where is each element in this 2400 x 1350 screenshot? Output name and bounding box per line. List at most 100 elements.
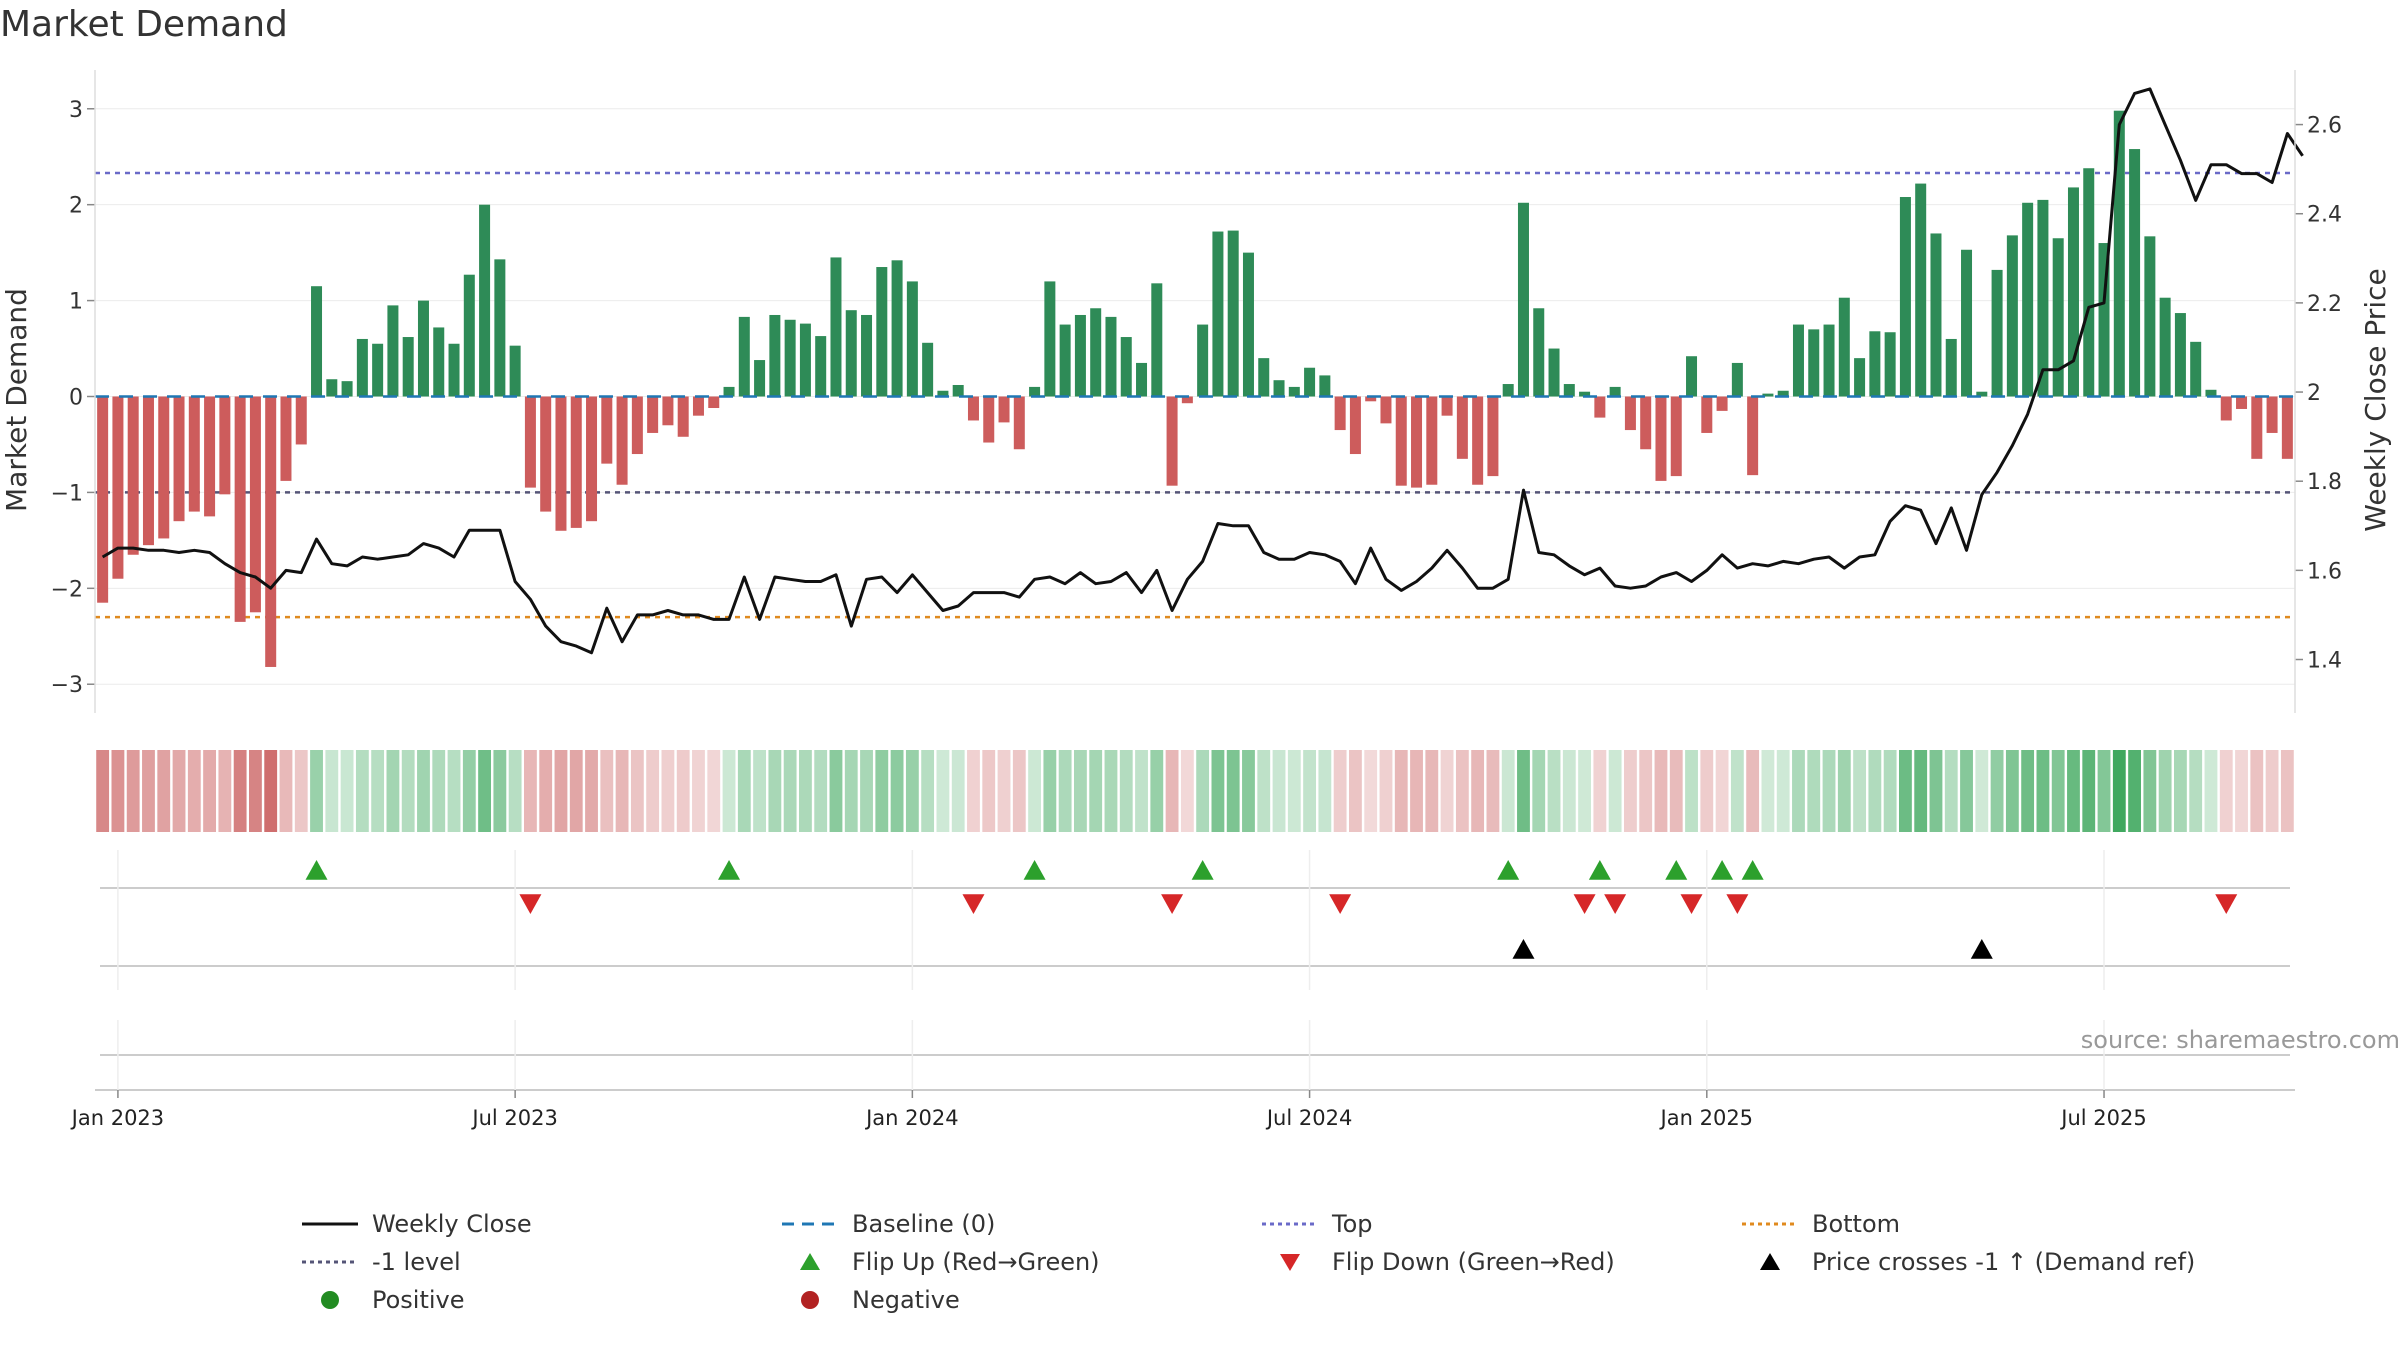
demand-bar xyxy=(1181,396,1193,404)
demand-bar xyxy=(280,396,292,481)
legend-label: Baseline (0) xyxy=(852,1210,996,1238)
heat-cell xyxy=(783,750,797,832)
demand-bar xyxy=(326,379,338,397)
heat-cell xyxy=(371,750,385,832)
heat-cell xyxy=(1165,750,1179,832)
heat-cell xyxy=(1776,750,1790,832)
heat-cell xyxy=(1685,750,1698,832)
heat-cell xyxy=(1410,750,1423,832)
heat-cell xyxy=(814,750,828,832)
legend-symbol xyxy=(1260,1250,1320,1274)
demand-bar xyxy=(1899,197,1911,397)
heat-cell xyxy=(508,750,522,832)
heat-cell xyxy=(1730,750,1744,832)
heat-cell xyxy=(753,750,766,832)
demand-bar xyxy=(631,396,643,455)
heat-cell xyxy=(692,750,705,832)
demand-bar xyxy=(372,343,384,397)
heat-cell xyxy=(921,750,935,832)
heat-cell xyxy=(707,750,721,832)
demand-bar xyxy=(876,267,888,397)
heat-cell xyxy=(1517,750,1530,832)
heat-cell xyxy=(355,750,369,832)
legend-label: Top xyxy=(1332,1210,1373,1238)
flip-up-marker xyxy=(1665,860,1688,880)
heat-cell xyxy=(2005,750,2019,832)
heat-cell xyxy=(1349,750,1362,832)
demand-bar xyxy=(677,396,689,437)
y-tick-label: −3 xyxy=(51,673,83,698)
demand-bar xyxy=(219,396,231,495)
chart-svg: 3 2 1 0 −1 −2 −3 2.6 2.4 2.2 2 1.8 1.6 1.4 Jan 2023 Ju… xyxy=(0,70,2400,1130)
demand-bar xyxy=(341,381,353,397)
y2-tick-label: 1.8 xyxy=(2307,470,2342,495)
heat-cell xyxy=(1104,750,1118,832)
demand-bar xyxy=(1854,358,1866,397)
demand-bar xyxy=(2006,235,2018,397)
demand-bar xyxy=(967,396,979,421)
legend-symbol xyxy=(300,1250,360,1274)
heat-cell xyxy=(2189,750,2203,832)
demand-bar xyxy=(1395,396,1407,486)
heat-cell xyxy=(478,750,491,832)
demand-bar xyxy=(112,396,124,579)
weekly-close-line xyxy=(101,87,2304,655)
demand-bar xyxy=(1380,396,1392,424)
heat-cell xyxy=(1853,750,1866,832)
heat-cell xyxy=(967,750,980,832)
x-tick-label: Jul 2025 xyxy=(2059,1106,2146,1130)
heat-cell xyxy=(111,750,125,832)
demand-bar xyxy=(1059,324,1071,397)
heat-cell xyxy=(600,750,614,832)
flip-up-marker xyxy=(305,860,328,880)
demand-bar xyxy=(861,314,873,397)
heat-cell xyxy=(951,750,965,832)
heat-cell xyxy=(1578,750,1591,832)
heat-cell xyxy=(1593,750,1607,832)
flip-down-marker xyxy=(1604,894,1627,914)
legend-symbol xyxy=(1740,1212,1800,1236)
demand-bar xyxy=(1976,391,1988,397)
demand-bar xyxy=(1487,396,1499,477)
demand-bar xyxy=(906,281,918,397)
heat-cell xyxy=(1333,750,1347,832)
demand-bar xyxy=(1838,297,1850,397)
demand-bar xyxy=(738,316,750,397)
demand-bar xyxy=(1044,281,1056,397)
heat-cell xyxy=(1715,750,1729,832)
heat-cell xyxy=(1608,750,1622,832)
demand-bar xyxy=(1029,386,1041,397)
legend-symbol xyxy=(780,1212,840,1236)
legend-symbol xyxy=(1740,1250,1800,1274)
heat-cell xyxy=(1532,750,1546,832)
demand-bar xyxy=(1365,396,1377,402)
demand-bar xyxy=(249,396,261,613)
demand-bar xyxy=(1915,183,1927,397)
demand-bar xyxy=(1594,396,1606,418)
demand-bar xyxy=(433,327,445,397)
legend-symbol xyxy=(300,1212,360,1236)
demand-bar xyxy=(1227,230,1239,397)
heat-cell xyxy=(218,750,232,832)
demand-bar xyxy=(1120,337,1132,397)
heat-cell xyxy=(829,750,843,832)
demand-bar xyxy=(479,204,491,397)
heat-cell xyxy=(2204,750,2218,832)
heat-cell xyxy=(310,750,323,832)
heat-cell xyxy=(1242,750,1255,832)
heat-cell xyxy=(936,750,950,832)
demand-bar xyxy=(1258,358,1270,397)
heat-cell xyxy=(1196,750,1210,832)
flip-up-marker xyxy=(1588,860,1611,880)
demand-bar xyxy=(1411,396,1423,488)
heat-cell xyxy=(340,750,354,832)
heat-cell xyxy=(1135,750,1148,832)
heat-cell xyxy=(905,750,919,832)
heat-cell xyxy=(325,750,339,832)
demand-bar xyxy=(2205,389,2217,397)
demand-bar xyxy=(387,305,399,397)
y-tick-label: 1 xyxy=(69,290,83,315)
legend-item: Price crosses -1 ↑ (Demand ref) xyxy=(1740,1248,2195,1276)
y-tick-label: −2 xyxy=(51,577,83,602)
demand-bar xyxy=(448,343,460,397)
